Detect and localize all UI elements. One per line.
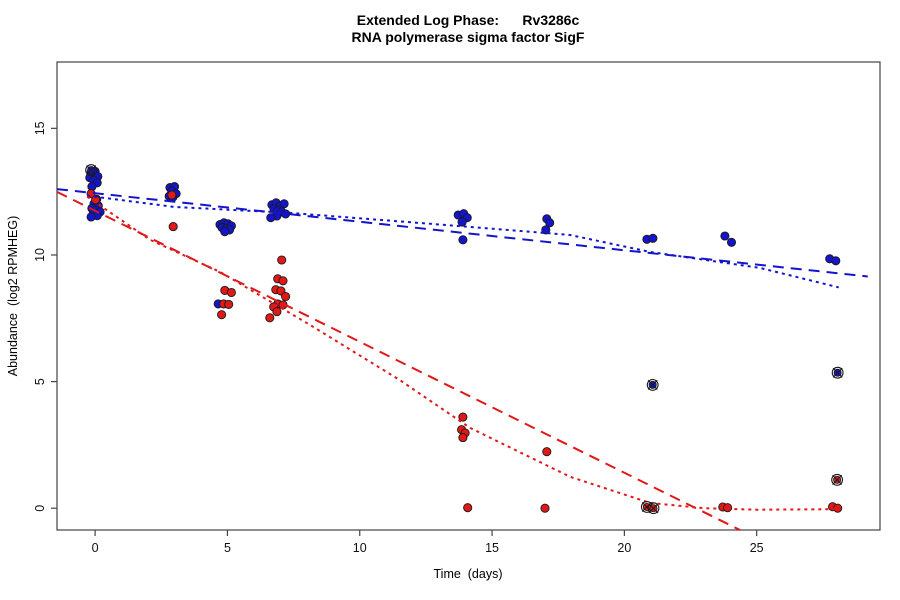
data-point-blue: [220, 227, 230, 237]
data-point-red: [542, 447, 552, 457]
blue-linear-fit-line: [56, 188, 868, 278]
censored-point-blue: [85, 164, 98, 177]
data-point-blue: [279, 199, 289, 209]
data-points-layer: [85, 166, 843, 513]
data-point-red: [463, 503, 473, 513]
censored-points-layer: [85, 164, 844, 515]
data-point-red: [224, 299, 234, 309]
x-tick-label: 5: [224, 541, 231, 555]
data-point-blue: [458, 235, 468, 245]
censored-point-blue: [831, 366, 844, 379]
data-point-red: [281, 291, 291, 302]
data-point-blue: [720, 231, 730, 241]
red-smooth-fit-line: [86, 195, 839, 511]
x-axis-label: Time (days): [434, 567, 503, 581]
data-point-blue: [281, 209, 291, 219]
data-point-red: [217, 310, 227, 320]
censored-point-blue: [646, 378, 659, 391]
data-point-red: [226, 287, 236, 298]
data-point-red: [167, 190, 177, 200]
y-tick-label: 0: [33, 505, 47, 512]
data-point-red: [277, 255, 287, 265]
data-point-blue: [266, 213, 276, 223]
data-point-red: [265, 313, 275, 323]
blue-smooth-fit-line: [87, 194, 839, 289]
censored-point-red: [831, 473, 844, 486]
data-point-red: [168, 222, 178, 232]
data-point-blue: [726, 237, 737, 247]
axis-ticks: 0 5 10 15 20 25 0 5 10 15: [33, 121, 764, 555]
x-tick-label: 10: [353, 541, 367, 555]
data-point-red: [833, 503, 843, 513]
fit-lines-layer: [56, 188, 868, 531]
censored-point-red: [647, 502, 660, 515]
x-tick-label: 25: [750, 541, 764, 555]
chart-title-line2: RNA polymerase sigma factor SigF: [352, 29, 585, 45]
data-point-blue: [86, 212, 96, 222]
data-point-red: [278, 276, 288, 286]
red-linear-fit-line: [56, 191, 741, 531]
data-point-red: [723, 503, 733, 513]
y-tick-label: 5: [33, 378, 47, 385]
plot-area: [56, 61, 881, 531]
data-point-blue: [457, 217, 467, 227]
data-point-red: [458, 412, 468, 422]
data-point-red: [272, 307, 282, 317]
y-tick-label: 10: [33, 248, 47, 262]
y-tick-label: 15: [33, 121, 47, 135]
x-tick-label: 20: [617, 541, 631, 555]
data-point-red: [540, 503, 550, 513]
y-axis-label: Abundance (log2 RPMHEG): [6, 216, 20, 377]
chart-title-line1: Extended Log Phase: Rv3286c: [357, 12, 580, 28]
x-tick-label: 0: [92, 541, 99, 555]
data-point-blue: [831, 256, 841, 266]
data-point-blue: [648, 233, 658, 243]
data-point-red: [458, 433, 468, 443]
data-point-blue: [545, 218, 555, 228]
x-tick-label: 15: [485, 541, 499, 555]
data-point-blue: [541, 225, 551, 235]
